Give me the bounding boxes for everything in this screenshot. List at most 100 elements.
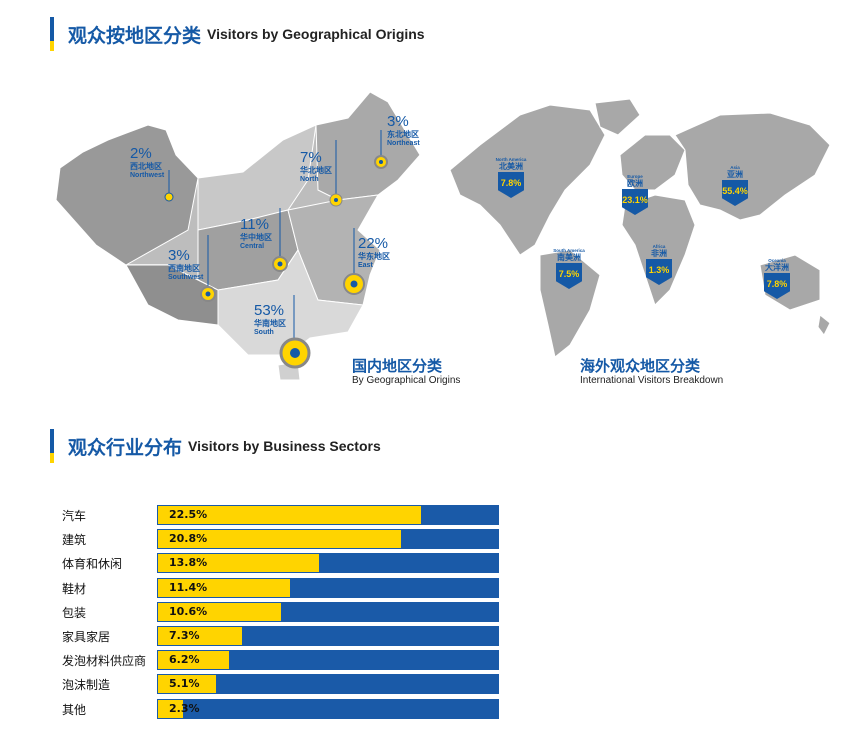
bar-fill bbox=[157, 698, 185, 719]
bar-fill bbox=[157, 674, 218, 695]
bar-track: 13.8% bbox=[157, 553, 499, 574]
bar-track: 11.4% bbox=[157, 577, 499, 598]
region-label-southwest: 3% 西南地区 Southwest bbox=[168, 248, 203, 282]
section-accent-bar bbox=[50, 17, 54, 51]
bar-category-label: 家具家居 bbox=[62, 630, 111, 644]
bar-fill bbox=[157, 650, 231, 671]
continent-greenland bbox=[594, 98, 641, 136]
intl-region-pct: 7.5% bbox=[556, 263, 582, 289]
intl-pin-europe: Europe 欧洲 23.1% bbox=[622, 174, 648, 215]
bar-value-label: 6.2% bbox=[169, 653, 200, 667]
international-caption-zh: 海外观众地区分类 bbox=[580, 357, 701, 375]
bar-fill bbox=[157, 601, 282, 622]
section-title-zh: 观众行业分布 bbox=[68, 436, 183, 459]
bar-category-label: 体育和休闲 bbox=[62, 557, 123, 572]
region-name-en: Northwest bbox=[130, 172, 165, 179]
international-caption-en: International Visitors Breakdown bbox=[580, 375, 724, 386]
bar-value-label: 22.5% bbox=[169, 508, 208, 521]
bar-track: 20.8% bbox=[157, 529, 499, 550]
region-name-zh: 华南地区 bbox=[254, 319, 286, 328]
continent-south-america bbox=[539, 249, 601, 358]
bar-value-label: 5.1% bbox=[169, 677, 200, 691]
bar-category-label: 包装 bbox=[62, 605, 87, 620]
intl-pin-south-america: South America 南美洲 7.5% bbox=[553, 248, 585, 289]
region-label-northeast: 3% 东北地区 Northeast bbox=[387, 114, 420, 148]
intl-region-en: Europe bbox=[627, 174, 643, 179]
region-name-en: Central bbox=[240, 243, 265, 250]
bar-value-label: 10.6% bbox=[169, 604, 208, 618]
section-geo-header: 观众按地区分类 Visitors by Geographical Origins bbox=[50, 17, 425, 51]
bar-value-label: 20.8% bbox=[169, 532, 208, 546]
intl-pin-north-america: North America 北美洲 7.8% bbox=[496, 157, 526, 198]
intl-region-en: Africa bbox=[652, 244, 666, 249]
intl-region-zh: 大洋洲 bbox=[765, 263, 789, 272]
region-pct: 53% bbox=[254, 302, 285, 319]
region-name-zh: 西南地区 bbox=[168, 264, 200, 273]
section-accent-bar bbox=[50, 429, 54, 463]
intl-region-pct: 7.8% bbox=[498, 172, 524, 198]
region-pct: 7% bbox=[300, 149, 322, 166]
intl-region-zh: 非洲 bbox=[651, 249, 667, 258]
world-map bbox=[449, 98, 831, 358]
continent-europe bbox=[619, 134, 686, 191]
bar-track: 7.3% bbox=[157, 626, 499, 646]
region-name-zh: 东北地区 bbox=[387, 130, 419, 139]
intl-region-zh: 亚洲 bbox=[727, 170, 743, 179]
bar-fill bbox=[157, 505, 423, 525]
bar-track: 10.6% bbox=[157, 601, 499, 622]
region-name-en: Southwest bbox=[168, 274, 204, 281]
intl-region-en: Asia bbox=[730, 165, 740, 170]
continent-asia bbox=[674, 112, 831, 221]
section-title-en: Visitors by Business Sectors bbox=[188, 438, 381, 454]
intl-region-zh: 南美洲 bbox=[557, 253, 581, 262]
bar-track: 5.1% bbox=[157, 674, 499, 695]
bar-category-label: 其他 bbox=[62, 702, 87, 717]
intl-region-en: Oceania bbox=[768, 258, 786, 263]
bar-track: 6.2% bbox=[157, 650, 499, 671]
intl-region-pct: 7.8% bbox=[764, 273, 790, 299]
bar-fill bbox=[157, 529, 403, 550]
section-title-zh: 观众按地区分类 bbox=[68, 24, 202, 47]
bar-category-label: 鞋材 bbox=[62, 581, 87, 596]
section-title-en: Visitors by Geographical Origins bbox=[207, 26, 425, 42]
domestic-caption-en: By Geographical Origins bbox=[352, 375, 461, 386]
china-map bbox=[55, 91, 421, 381]
marker-northwest bbox=[164, 192, 174, 202]
bar-fill bbox=[157, 626, 244, 646]
region-name-en: South bbox=[254, 329, 274, 336]
region-name-zh: 华东地区 bbox=[358, 252, 390, 261]
region-name-en: Northeast bbox=[387, 140, 420, 147]
region-label-northwest: 2% 西北地区 Northwest bbox=[130, 146, 164, 180]
bar-category-label: 建筑 bbox=[62, 533, 87, 548]
bar-value-label: 13.8% bbox=[169, 556, 208, 570]
bar-category-label: 汽车 bbox=[62, 509, 87, 523]
intl-pin-oceania: Oceania 大洋洲 7.8% bbox=[764, 258, 790, 299]
region-pct: 2% bbox=[130, 145, 152, 162]
region-name-en: North bbox=[300, 176, 319, 183]
bar-category-label: 泡沫制造 bbox=[62, 678, 111, 693]
domestic-caption-zh: 国内地区分类 bbox=[352, 357, 443, 375]
region-name-zh: 华中地区 bbox=[240, 233, 272, 242]
intl-region-pct: 1.3% bbox=[646, 259, 672, 285]
intl-region-pct: 55.4% bbox=[722, 180, 748, 206]
region-pct: 11% bbox=[240, 216, 269, 233]
bar-value-label: 7.3% bbox=[169, 629, 200, 642]
intl-region-zh: 欧洲 bbox=[627, 179, 643, 188]
region-label-central: 11% 华中地区 Central bbox=[240, 217, 272, 251]
bar-track: 22.5% bbox=[157, 505, 499, 525]
bar-track: 2.3% bbox=[157, 698, 499, 719]
region-name-zh: 华北地区 bbox=[300, 166, 332, 175]
region-name-zh: 西北地区 bbox=[130, 162, 162, 171]
bar-category-label: 发泡材料供应商 bbox=[62, 654, 147, 669]
intl-region-en: North America bbox=[495, 157, 527, 162]
region-label-east: 22% 华东地区 East bbox=[358, 236, 390, 270]
bar-value-label: 11.4% bbox=[169, 580, 208, 594]
region-pct: 3% bbox=[168, 247, 190, 264]
region-pct: 3% bbox=[387, 113, 409, 130]
region-label-south: 53% 华南地区 South bbox=[254, 303, 286, 337]
section-business-header: 观众行业分布 Visitors by Business Sectors bbox=[50, 429, 381, 463]
bar-fill bbox=[157, 577, 292, 598]
intl-pin-africa: Africa 非洲 1.3% bbox=[646, 244, 672, 285]
bar-value-label: 2.3% bbox=[169, 701, 200, 715]
region-label-north: 7% 华北地区 North bbox=[300, 150, 332, 184]
